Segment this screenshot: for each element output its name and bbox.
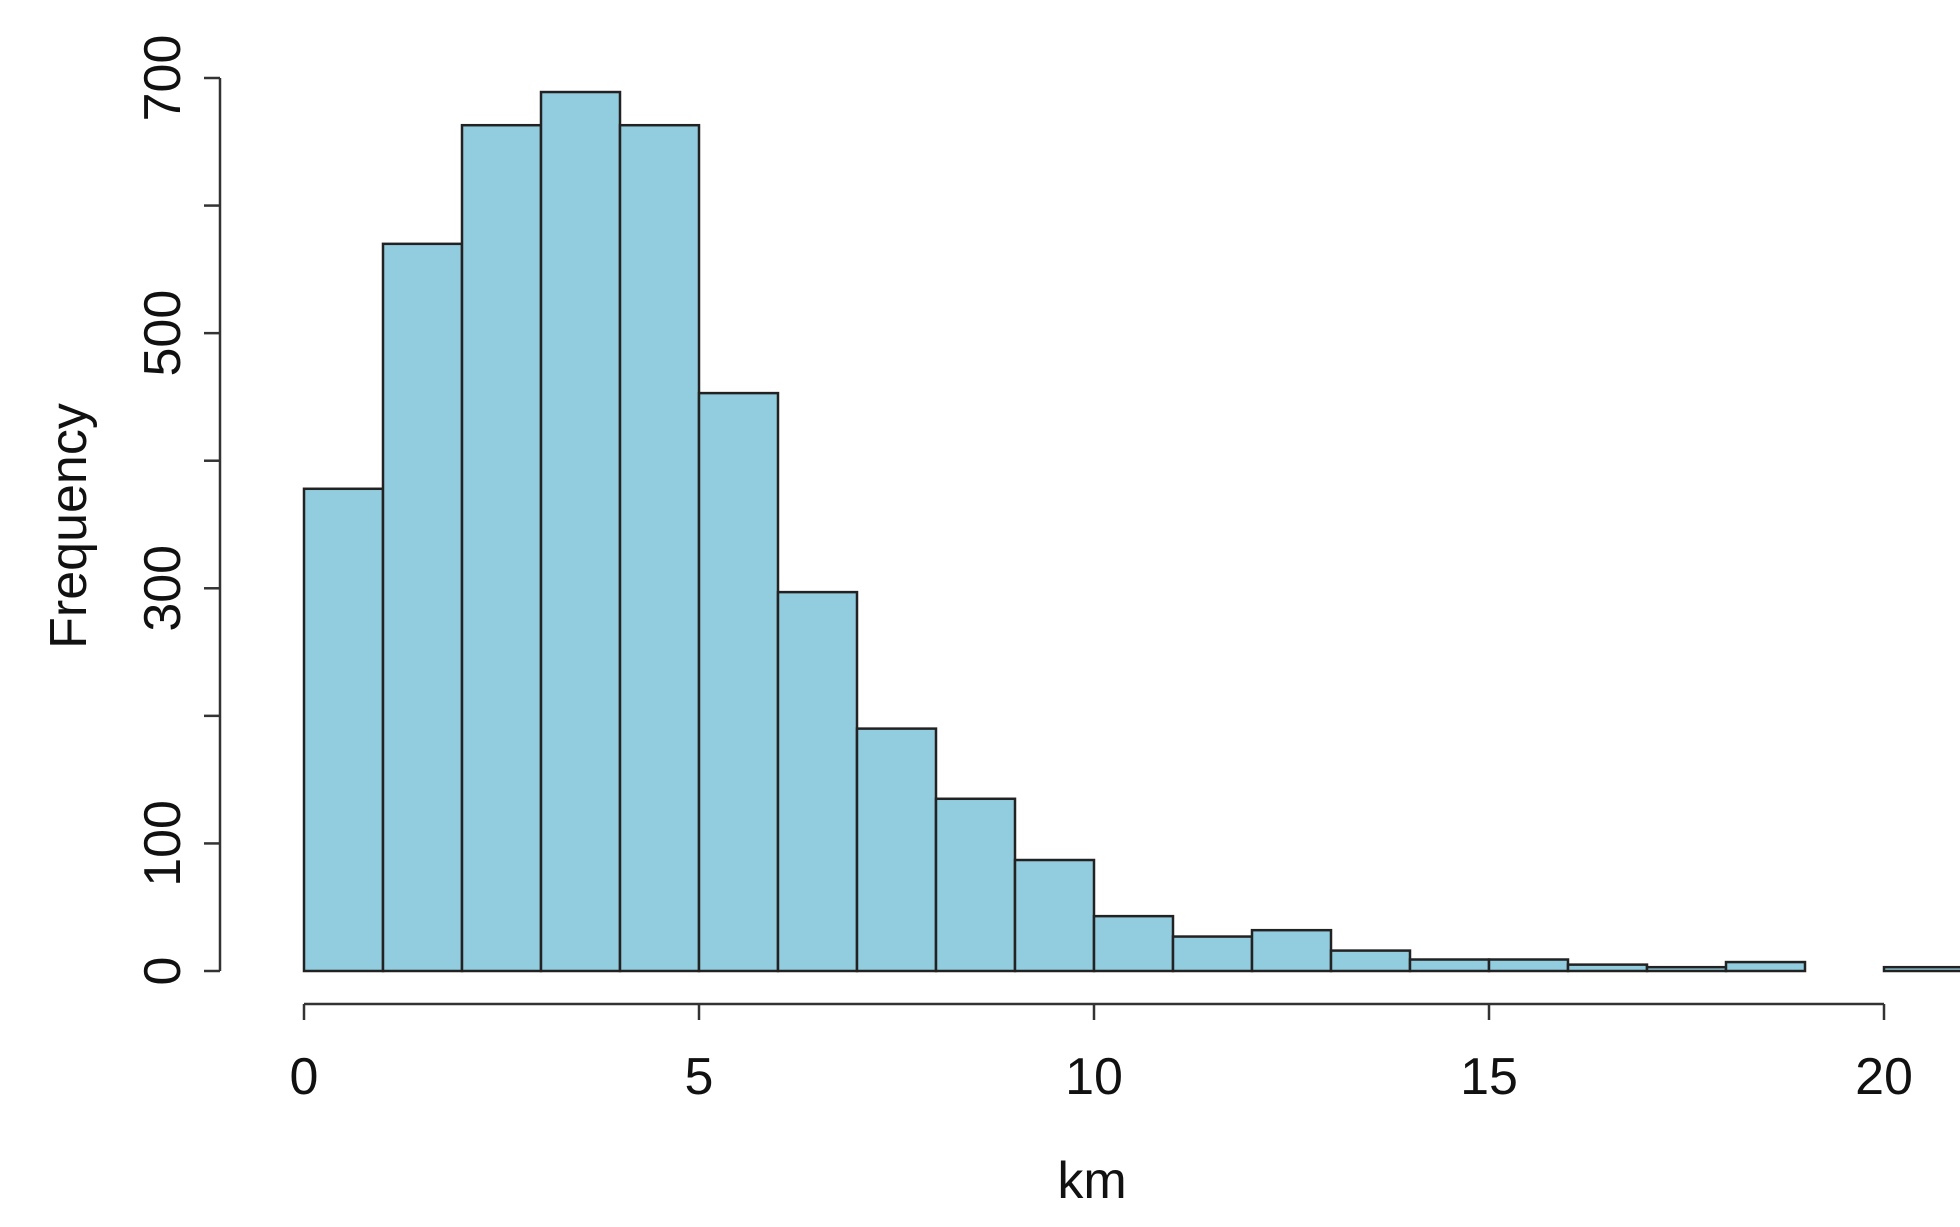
- x-tick-label: 15: [1460, 1048, 1518, 1106]
- histogram-bar: [934, 797, 1017, 973]
- x-tick-label: 10: [1065, 1048, 1123, 1106]
- histogram-bar: [776, 590, 859, 973]
- histogram-bar: [1092, 914, 1175, 973]
- y-tick-label: 100: [134, 800, 192, 887]
- histogram-bar: [381, 242, 464, 973]
- histogram-bar: [1566, 963, 1649, 973]
- histogram-bar: [1487, 958, 1570, 973]
- histogram-bar: [618, 123, 701, 973]
- histogram-bar: [1724, 960, 1807, 973]
- y-axis: 0 100 300 500 700: [134, 35, 222, 986]
- x-tick-label: 0: [290, 1048, 319, 1106]
- bars-group: [302, 90, 1960, 973]
- histogram-bar: [1408, 958, 1491, 973]
- y-tick-label: 500: [134, 290, 192, 377]
- x-tick-label: 20: [1855, 1048, 1913, 1106]
- y-tick-label: 700: [134, 35, 192, 122]
- histogram-bar: [697, 391, 780, 973]
- histogram-bar: [460, 123, 543, 973]
- histogram-bar: [1250, 928, 1333, 973]
- histogram-bar: [855, 727, 938, 973]
- y-tick-label: 0: [134, 957, 192, 986]
- y-axis-title: Frequency: [40, 403, 98, 649]
- y-tick-label: 300: [134, 545, 192, 632]
- x-axis-title: km: [1057, 1152, 1126, 1210]
- histogram-bar: [1645, 965, 1728, 973]
- histogram-bar: [539, 90, 622, 973]
- histogram-bar: [1329, 949, 1412, 973]
- x-tick-label: 5: [685, 1048, 714, 1106]
- histogram-bar: [302, 487, 385, 973]
- x-axis: 0 5 10 15 20: [290, 1002, 1913, 1106]
- histogram-bar: [1882, 965, 1960, 973]
- histogram-bar: [1013, 858, 1096, 973]
- histogram-bar: [1171, 935, 1254, 973]
